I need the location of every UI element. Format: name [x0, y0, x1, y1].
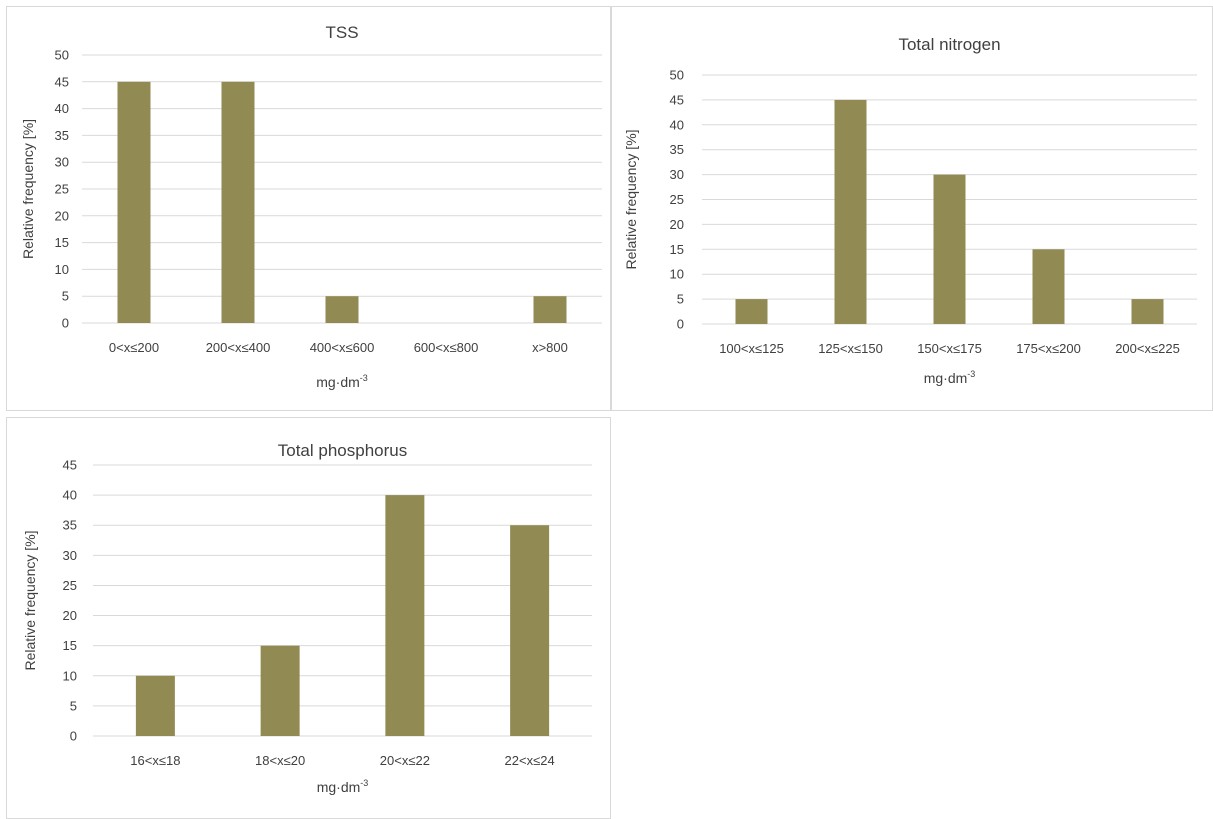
y-tick-label: 20 — [63, 608, 77, 623]
y-tick-label: 30 — [63, 548, 77, 563]
chart-panel-total-phosphorus: Total phosphorus 0 5 10 15 20 25 30 35 40 45 16<x≤1… — [6, 417, 611, 819]
y-tick-label: 15 — [670, 242, 684, 257]
y-tick-label: 10 — [63, 668, 77, 683]
y-tick-label: 50 — [55, 48, 69, 63]
x-tick-label: 20<x≤22 — [380, 753, 430, 768]
y-tick-label: 35 — [63, 518, 77, 533]
bar — [533, 296, 567, 323]
y-tick-label: 20 — [55, 208, 69, 223]
y-tick-label: 35 — [55, 128, 69, 143]
y-tick-label: 15 — [63, 638, 77, 653]
x-tick-label: 200<x≤225 — [1115, 341, 1180, 356]
bar — [1131, 299, 1164, 324]
y-tick-label: 45 — [63, 458, 77, 473]
tss-chart: TSS 0 5 10 15 20 25 30 35 40 45 50 0<x≤200 200<x≤400 4… — [20, 23, 602, 390]
y-tick-label: 45 — [670, 92, 684, 107]
x-tick-label: 16<x≤18 — [130, 753, 180, 768]
chart-title: Total nitrogen — [898, 35, 1000, 54]
y-axis-label: Relative frequency [%] — [623, 129, 639, 269]
y-tick-label: 35 — [670, 142, 684, 157]
x-tick-label: x>800 — [532, 340, 568, 355]
y-tick-label: 25 — [670, 192, 684, 207]
bar — [221, 81, 255, 323]
x-axis-label: mg·dm-3 — [924, 369, 976, 386]
y-tick-label: 25 — [55, 182, 69, 197]
chart-title: TSS — [325, 23, 358, 42]
bar — [834, 99, 867, 325]
x-tick-label: 175<x≤200 — [1016, 341, 1081, 356]
y-tick-label: 30 — [670, 167, 684, 182]
y-tick-label: 45 — [55, 74, 69, 89]
y-tick-label: 0 — [62, 316, 69, 331]
y-tick-label: 5 — [62, 289, 69, 304]
x-axis-label: mg·dm-3 — [317, 778, 369, 795]
bar — [735, 299, 768, 324]
y-tick-label: 15 — [55, 235, 69, 250]
x-tick-label: 18<x≤20 — [255, 753, 305, 768]
x-tick-label: 125<x≤150 — [818, 341, 883, 356]
x-tick-label: 0<x≤200 — [109, 340, 159, 355]
y-tick-label: 20 — [670, 217, 684, 232]
y-tick-label: 10 — [670, 267, 684, 282]
y-axis-label: Relative frequency [%] — [20, 119, 36, 259]
y-tick-label: 40 — [670, 117, 684, 132]
x-axis-label: mg·dm-3 — [316, 373, 368, 390]
bar — [933, 174, 966, 324]
y-tick-label: 50 — [670, 68, 684, 83]
y-tick-label: 30 — [55, 155, 69, 170]
y-tick-label: 40 — [63, 488, 77, 503]
x-tick-label: 600<x≤800 — [414, 340, 479, 355]
total-nitrogen-chart: Total nitrogen 0 5 10 15 20 25 30 35 40 45 50 100<x≤… — [623, 35, 1197, 386]
y-axis-label: Relative frequency [%] — [22, 530, 38, 670]
total-phosphorus-chart: Total phosphorus 0 5 10 15 20 25 30 35 40 45 16<x≤1… — [22, 441, 592, 795]
bar — [1032, 249, 1065, 324]
y-tick-label: 0 — [677, 317, 684, 332]
chart-panel-total-nitrogen: Total nitrogen 0 5 10 15 20 25 30 35 40 45 50 100<x≤… — [611, 6, 1213, 411]
x-tick-label: 100<x≤125 — [719, 341, 784, 356]
y-tick-label: 0 — [70, 729, 77, 744]
y-tick-label: 5 — [677, 292, 684, 307]
y-tick-label: 25 — [63, 578, 77, 593]
x-tick-label: 22<x≤24 — [505, 753, 555, 768]
bar — [385, 495, 425, 736]
x-tick-label: 400<x≤600 — [310, 340, 375, 355]
y-tick-label: 5 — [70, 698, 77, 713]
y-tick-label: 40 — [55, 101, 69, 116]
bar — [510, 525, 550, 736]
chart-panel-tss: TSS 0 5 10 15 20 25 30 35 40 45 50 0<x≤200 200<x≤400 4… — [6, 6, 611, 411]
bar — [135, 675, 175, 736]
x-tick-label: 200<x≤400 — [206, 340, 271, 355]
bar — [117, 81, 151, 323]
chart-title: Total phosphorus — [278, 441, 407, 460]
y-tick-label: 10 — [55, 262, 69, 277]
bar — [260, 645, 300, 736]
x-tick-label: 150<x≤175 — [917, 341, 982, 356]
bar — [325, 296, 359, 323]
